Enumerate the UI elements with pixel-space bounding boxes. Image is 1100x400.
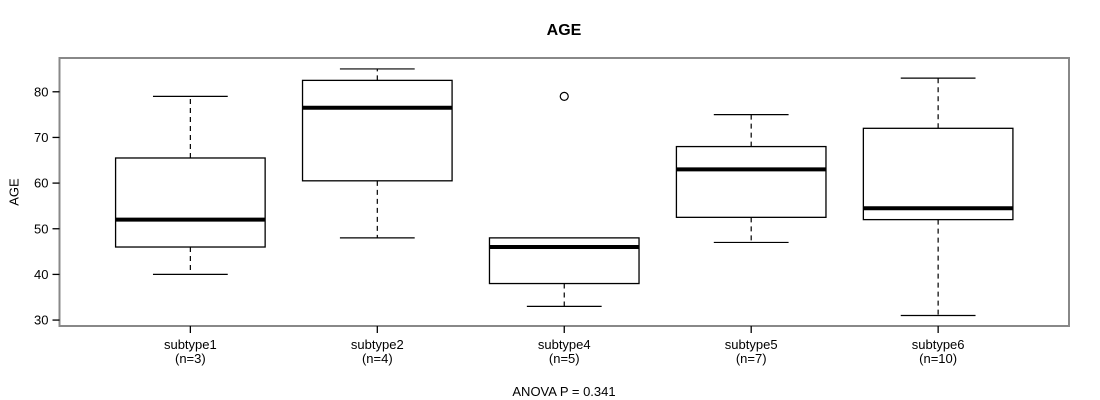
box-subtype6: [862, 127, 1014, 221]
box-subtype2: [301, 79, 453, 182]
box-subtype4: [488, 237, 640, 285]
x-label-subtype2: subtype2: [351, 337, 404, 352]
x-label-n-subtype5: (n=7): [736, 351, 767, 366]
x-label-subtype5: subtype5: [725, 337, 778, 352]
x-label-subtype1: subtype1: [164, 337, 217, 352]
y-tick-label: 30: [34, 313, 48, 328]
x-label-n-subtype4: (n=5): [549, 351, 580, 366]
box-subtype1: [114, 157, 266, 248]
y-tick-label: 80: [34, 84, 48, 99]
x-label-n-subtype2: (n=4): [362, 351, 393, 366]
x-label-n-subtype6: (n=10): [919, 351, 957, 366]
y-tick-label: 50: [34, 221, 48, 236]
y-tick-label: 70: [34, 130, 48, 145]
outlier-subtype4: [559, 91, 569, 101]
x-label-n-subtype1: (n=3): [175, 351, 206, 366]
y-tick-label: 40: [34, 267, 48, 282]
chart-title: AGE: [546, 22, 582, 39]
x-label-subtype6: subtype6: [912, 337, 965, 352]
y-tick-label: 60: [34, 176, 48, 191]
box-subtype5: [675, 145, 827, 218]
anova-p-value: ANOVA P = 0.341: [512, 384, 616, 399]
x-label-subtype4: subtype4: [538, 337, 591, 352]
